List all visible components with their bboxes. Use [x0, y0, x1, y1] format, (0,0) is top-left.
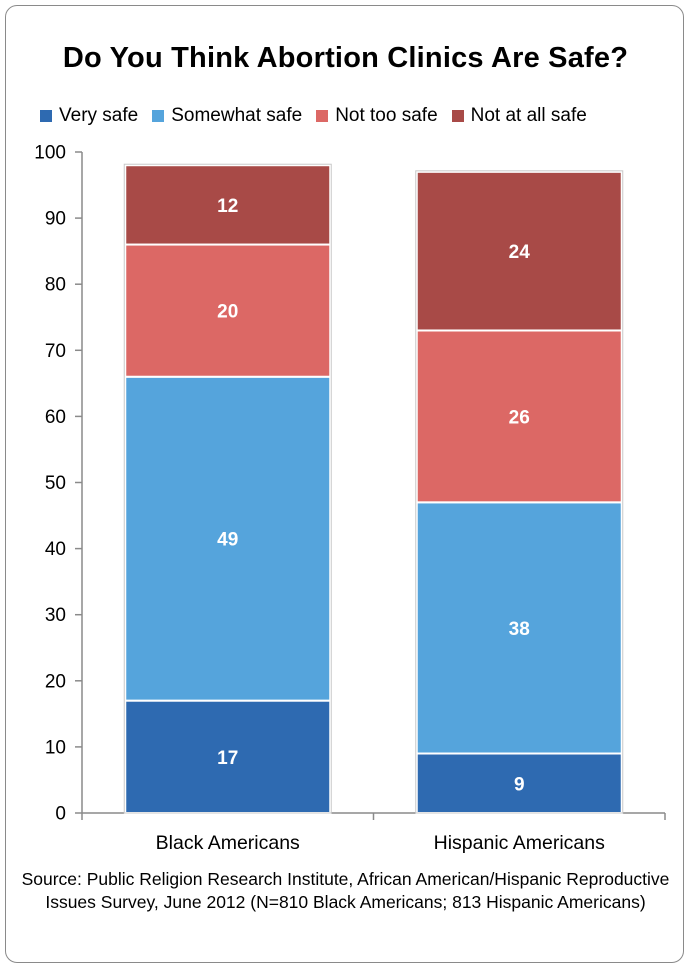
y-tick-label: 10 — [45, 737, 66, 758]
y-tick-label: 80 — [45, 275, 66, 296]
legend-label-somewhat-safe: Somewhat safe — [171, 105, 303, 126]
y-tick-label: 20 — [45, 671, 66, 692]
bar-segment — [415, 170, 623, 332]
legend-label-not-at-all-safe: Not at all safe — [470, 105, 587, 126]
legend-item-not-at-all-safe: Not at all safe — [451, 105, 587, 127]
bar-segment — [124, 243, 332, 378]
data-label: 24 — [509, 242, 531, 263]
bar-outline — [415, 170, 624, 814]
y-tick-label: 40 — [45, 539, 66, 560]
legend-item-somewhat-safe: Somewhat safe — [152, 105, 302, 127]
bar-segment — [415, 329, 623, 504]
legend-item-not-too-safe: Not too safe — [316, 105, 438, 127]
y-tick-label: 60 — [45, 407, 66, 428]
legend-swatch-not-too-safe — [316, 110, 329, 122]
data-label: 38 — [509, 619, 530, 640]
y-tick-label: 70 — [45, 341, 66, 362]
legend-label-not-too-safe: Not too safe — [335, 105, 438, 126]
data-label: 20 — [217, 302, 238, 323]
y-tick-label: 30 — [45, 605, 66, 626]
legend-swatch-not-at-all-safe — [451, 110, 464, 122]
bar-segment — [415, 752, 623, 815]
y-tick-label: 50 — [45, 473, 66, 494]
legend-label-very-safe: Very safe — [59, 105, 139, 126]
data-label: 12 — [217, 196, 238, 217]
chart-legend: Very safe Somewhat safe Not too safe Not… — [40, 104, 680, 128]
bar-segment — [124, 164, 332, 246]
y-tick-label: 100 — [34, 143, 66, 164]
bar-outline — [123, 163, 332, 814]
chart-title: Do You Think Abortion Clinics Are Safe? — [62, 42, 629, 74]
legend-swatch-somewhat-safe — [152, 110, 165, 122]
legend-item-very-safe: Very safe — [40, 105, 138, 127]
data-label: 17 — [217, 748, 238, 769]
data-label: 9 — [514, 774, 525, 795]
y-tick-label: 90 — [45, 209, 66, 230]
data-label: 26 — [509, 407, 530, 428]
source-note: Source: Public Religion Research Institu… — [21, 869, 670, 912]
x-tick-label: Black Americans — [156, 832, 300, 854]
y-tick-label: 0 — [55, 804, 66, 825]
data-label: 49 — [217, 530, 238, 551]
x-tick-label: Hispanic Americans — [434, 832, 605, 854]
legend-swatch-very-safe — [40, 110, 52, 122]
bar-segment — [415, 501, 623, 755]
